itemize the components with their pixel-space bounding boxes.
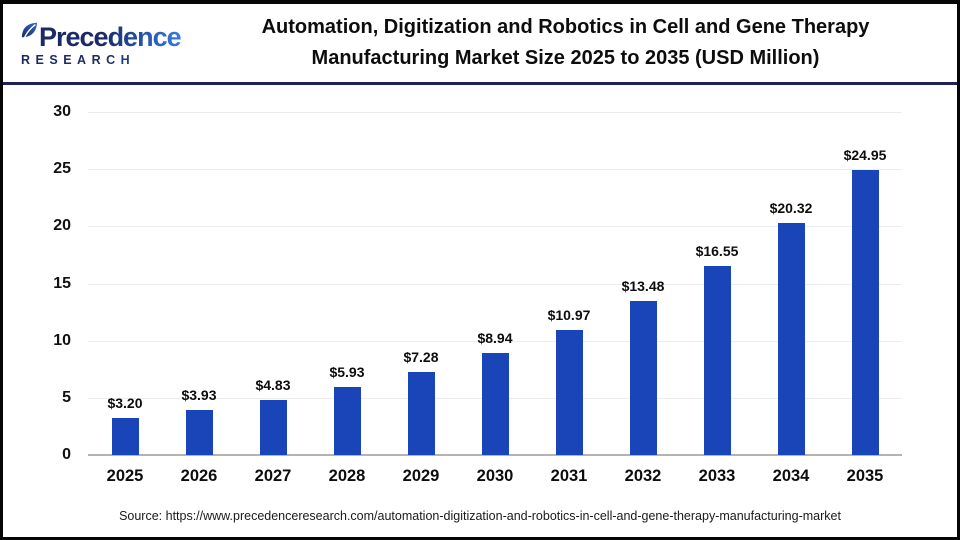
bar [333, 387, 361, 455]
y-tick-label-5: 5 [62, 388, 71, 406]
bar-column-2027: $4.83 [236, 112, 310, 455]
y-tick-label-10: 10 [53, 331, 71, 349]
logo-wordmark: Precedence [39, 21, 182, 52]
bar-series: $3.20 $3.93 $4.83 $5.93 $7.28 $8.94 $10.97 $13.… [88, 112, 902, 455]
x-axis: 2025 2026 2027 2028 2029 2030 2031 2032 2033 2034… [88, 467, 902, 486]
bar-value-label: $13.48 [621, 277, 665, 294]
y-tick-label-20: 20 [53, 217, 71, 235]
bar-column-2028: $5.93 [310, 112, 384, 455]
bar-value-label: $5.93 [329, 364, 365, 381]
bar-value-label: $7.28 [403, 348, 439, 365]
bar-value-label: $8.94 [477, 329, 513, 346]
x-tick-label-2033: 2033 [698, 467, 736, 485]
bar-column-2030: $8.94 [458, 112, 532, 455]
header: Precedence RESEARCH Automation, Digitiza… [3, 4, 957, 82]
bar-column-2033: $16.55 [680, 112, 754, 455]
gridline-30 [88, 112, 902, 113]
x-tick-label-2034: 2034 [772, 467, 810, 485]
bar-value-label: $10.97 [547, 306, 591, 323]
bar [851, 169, 879, 455]
bar-column-2029: $7.28 [384, 112, 458, 455]
bar-value-label: $20.32 [769, 199, 813, 216]
bar-column-2035: $24.95 [828, 112, 902, 455]
precedence-research-logo: Precedence RESEARCH [3, 20, 188, 67]
bar-chart: 0 5 10 15 20 25 30 $3.20 $3.93 $4.83 $5.93 $7.28 $8… [3, 85, 957, 537]
bar-value-label: $24.95 [843, 146, 887, 163]
gridline-25 [88, 169, 902, 171]
x-tick-label-2031: 2031 [550, 467, 588, 485]
bar [111, 418, 139, 455]
gridline-20 [88, 226, 902, 228]
y-tick-label-30: 30 [53, 103, 71, 120]
bar [777, 222, 805, 455]
leaf-icon [21, 22, 38, 44]
bar-value-label: $3.20 [107, 395, 143, 412]
bar [703, 265, 731, 455]
bar [185, 410, 213, 455]
x-tick-label-2029: 2029 [402, 467, 440, 485]
bar [481, 352, 509, 455]
bar-column-2032: $13.48 [606, 112, 680, 455]
gridline-15 [88, 283, 902, 285]
bar [629, 300, 657, 455]
x-tick-label-2026: 2026 [180, 467, 218, 485]
logo-subtitle: RESEARCH [21, 54, 188, 67]
source-text: Source: https://www.precedenceresearch.c… [119, 509, 841, 523]
x-tick-label-2030: 2030 [476, 467, 514, 485]
bar-column-2031: $10.97 [532, 112, 606, 455]
bar [407, 371, 435, 455]
bar-value-label: $16.55 [695, 242, 739, 259]
bar [259, 399, 287, 455]
y-tick-label-15: 15 [53, 274, 71, 292]
chart-title: Automation, Digitization and Robotics in… [188, 12, 957, 74]
chart-title-line1: Automation, Digitization and Robotics in… [261, 16, 870, 38]
x-tick-label-2032: 2032 [624, 467, 662, 485]
x-tick-label-2027: 2027 [254, 467, 292, 485]
y-tick-label-25: 25 [53, 160, 71, 178]
x-axis-line [88, 454, 902, 456]
bar [555, 329, 583, 455]
chart-title-line2: Manufacturing Market Size 2025 to 2035 (… [311, 47, 820, 69]
bar-column-2026: $3.93 [162, 112, 236, 455]
bar-column-2034: $20.32 [754, 112, 828, 455]
header-divider [3, 82, 957, 85]
y-tick-label-0: 0 [62, 446, 71, 463]
x-tick-label-2028: 2028 [328, 467, 366, 485]
x-tick-label-2035: 2035 [846, 467, 884, 485]
bar-column-2025: $3.20 [88, 112, 162, 455]
bar-value-label: $3.93 [181, 387, 217, 404]
gridline-10 [88, 340, 902, 342]
x-tick-label-2025: 2025 [106, 467, 144, 485]
bar-value-label: $4.83 [255, 376, 291, 393]
